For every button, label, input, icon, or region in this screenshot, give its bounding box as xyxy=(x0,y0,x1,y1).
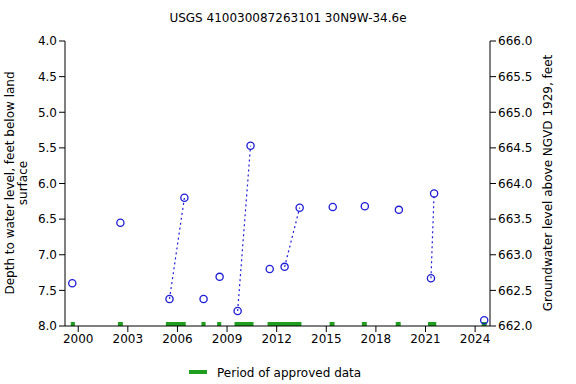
svg-text:2003: 2003 xyxy=(113,332,144,346)
svg-text:2006: 2006 xyxy=(162,332,193,346)
svg-text:8.0: 8.0 xyxy=(38,319,57,333)
svg-text:7.5: 7.5 xyxy=(38,284,57,298)
svg-text:2015: 2015 xyxy=(311,332,342,346)
svg-text:Depth to water level, feet bel: Depth to water level, feet below land xyxy=(8,71,17,294)
svg-text:2018: 2018 xyxy=(361,332,392,346)
svg-text:2012: 2012 xyxy=(261,332,292,346)
svg-text:665.0: 665.0 xyxy=(498,106,532,120)
svg-text:665.5: 665.5 xyxy=(498,70,532,84)
svg-text:666.0: 666.0 xyxy=(498,34,532,48)
svg-text:7.0: 7.0 xyxy=(38,248,57,262)
svg-text:4.5: 4.5 xyxy=(38,70,57,84)
svg-text:664.0: 664.0 xyxy=(498,177,532,191)
svg-text:2009: 2009 xyxy=(212,332,243,346)
svg-text:Period of approved data: Period of approved data xyxy=(217,366,361,380)
svg-text:2024: 2024 xyxy=(460,332,491,346)
svg-text:663.5: 663.5 xyxy=(498,212,532,226)
svg-text:USGS 410030087263101 30N9W-34.: USGS 410030087263101 30N9W-34.6e xyxy=(169,11,406,25)
svg-text:surface: surface xyxy=(16,161,30,205)
svg-text:663.0: 663.0 xyxy=(498,248,532,262)
svg-text:5.5: 5.5 xyxy=(38,141,57,155)
svg-text:2000: 2000 xyxy=(63,332,94,346)
svg-text:664.5: 664.5 xyxy=(498,141,532,155)
svg-text:662.0: 662.0 xyxy=(498,319,532,333)
svg-text:4.0: 4.0 xyxy=(38,34,57,48)
svg-text:5.0: 5.0 xyxy=(38,106,57,120)
svg-text:2021: 2021 xyxy=(410,332,441,346)
svg-text:6.0: 6.0 xyxy=(38,177,57,191)
svg-text:Groundwater level above NGVD 1: Groundwater level above NGVD 1929, feet xyxy=(541,54,555,311)
svg-text:6.5: 6.5 xyxy=(38,212,57,226)
svg-text:662.5: 662.5 xyxy=(498,284,532,298)
